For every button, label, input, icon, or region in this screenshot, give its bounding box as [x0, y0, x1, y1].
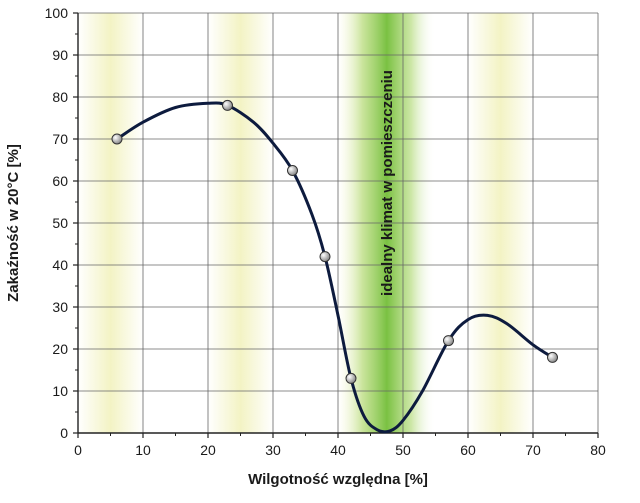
data-point — [222, 99, 233, 111]
y-axis-title: Zakaźność w 20°C [%] — [5, 144, 22, 302]
data-point — [111, 133, 123, 145]
grid-lines — [77, 12, 599, 434]
data-points — [111, 99, 558, 384]
data-point — [547, 351, 558, 363]
y-tick-label: 60 — [52, 173, 68, 189]
x-tick-label: 60 — [460, 442, 476, 458]
ideal-climate-label: idealny klimat w pomieszczeniu — [379, 70, 396, 296]
y-tick-label: 0 — [60, 425, 68, 441]
chart-labels: Wilgotność względna [%] Zakaźność w 20°C… — [5, 70, 428, 488]
data-point — [443, 335, 454, 347]
data-point — [319, 251, 331, 263]
data-point — [345, 372, 357, 384]
y-tick-label: 50 — [52, 215, 68, 231]
x-tick-label: 50 — [395, 442, 411, 458]
axes: 0 10 20 30 40 50 60 70 80 0 10 20 30 40 50 60 70 80 90 100 — [45, 5, 606, 458]
x-tick-label: 20 — [200, 442, 216, 458]
y-tick-label: 100 — [45, 5, 69, 21]
x-tick-label: 40 — [330, 442, 346, 458]
y-tick-label: 30 — [52, 299, 68, 315]
x-tick-label: 80 — [590, 442, 606, 458]
y-tick-label: 20 — [52, 341, 68, 357]
y-tick-label: 80 — [52, 89, 68, 105]
x-tick-label: 10 — [135, 442, 151, 458]
y-tick-label: 90 — [52, 47, 68, 63]
data-point — [287, 165, 298, 176]
x-tick-label: 70 — [525, 442, 541, 458]
y-tick-label: 40 — [52, 257, 68, 273]
y-tick-label: 10 — [52, 383, 68, 399]
x-tick-label: 0 — [74, 442, 82, 458]
x-axis-title: Wilgotność względna [%] — [248, 471, 428, 488]
x-tick-label: 30 — [265, 442, 281, 458]
y-tick-label: 70 — [52, 131, 68, 147]
